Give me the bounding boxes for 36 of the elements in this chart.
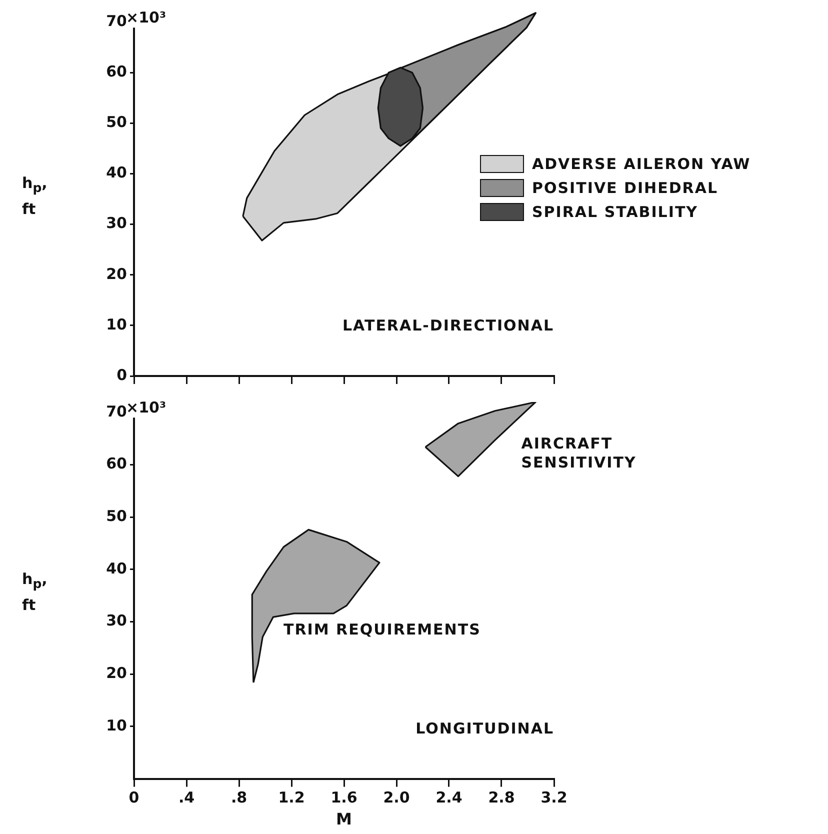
x-tick-label: 2.8 <box>488 788 515 807</box>
annotation: LATERAL-DIRECTIONAL <box>342 316 554 336</box>
x-tick-label: 3.2 <box>540 788 568 807</box>
y-tick-label: 40 <box>106 164 127 182</box>
y-tick-label: 10 <box>106 716 127 734</box>
y-tick-label: 30 <box>106 612 127 630</box>
x-tick-label: 0 <box>128 788 140 807</box>
y-tick-label: 70 <box>106 12 127 30</box>
y-tick-label: 60 <box>106 454 127 473</box>
y-tick-label: 20 <box>106 664 127 682</box>
x-tick-label: 2.4 <box>436 788 462 807</box>
x-tick-label: .4 <box>178 788 195 807</box>
y-tick-label: 40 <box>106 559 127 578</box>
annotation: TRIM REQUIREMENTS <box>284 620 481 639</box>
legend-label: SPIRAL STABILITY <box>532 203 698 221</box>
y-tick-label: 50 <box>106 113 127 132</box>
y-tick-label: 70 <box>106 402 127 420</box>
y-tick-label: 20 <box>106 264 127 283</box>
y-tick-label: 0 <box>116 366 127 384</box>
annotation: ×10³ <box>126 399 166 418</box>
legend-label: ADVERSE AILERON YAW <box>532 155 751 173</box>
x-tick-label: 2.0 <box>383 788 410 807</box>
y-tick-label: 10 <box>106 315 127 334</box>
y-tick-label: 60 <box>106 62 127 81</box>
y-axis-title: h$_{p}$, ft <box>22 569 48 616</box>
y-tick-label: 30 <box>106 214 127 232</box>
x-tick-label: .8 <box>230 788 248 807</box>
y-axis-title: h$_{p}$, ft <box>22 173 48 220</box>
x-axis-title: M <box>336 810 352 829</box>
annotation: LONGITUDINAL <box>416 719 554 738</box>
annotation: AIRCRAFT SENSITIVITY <box>521 434 636 472</box>
annotation: ×10³ <box>126 8 166 28</box>
y-tick-label: 50 <box>106 507 127 526</box>
x-tick-label: 1.6 <box>330 788 358 807</box>
x-tick-label: 1.2 <box>278 788 305 807</box>
legend-label: POSITIVE DIHEDRAL <box>532 179 718 197</box>
